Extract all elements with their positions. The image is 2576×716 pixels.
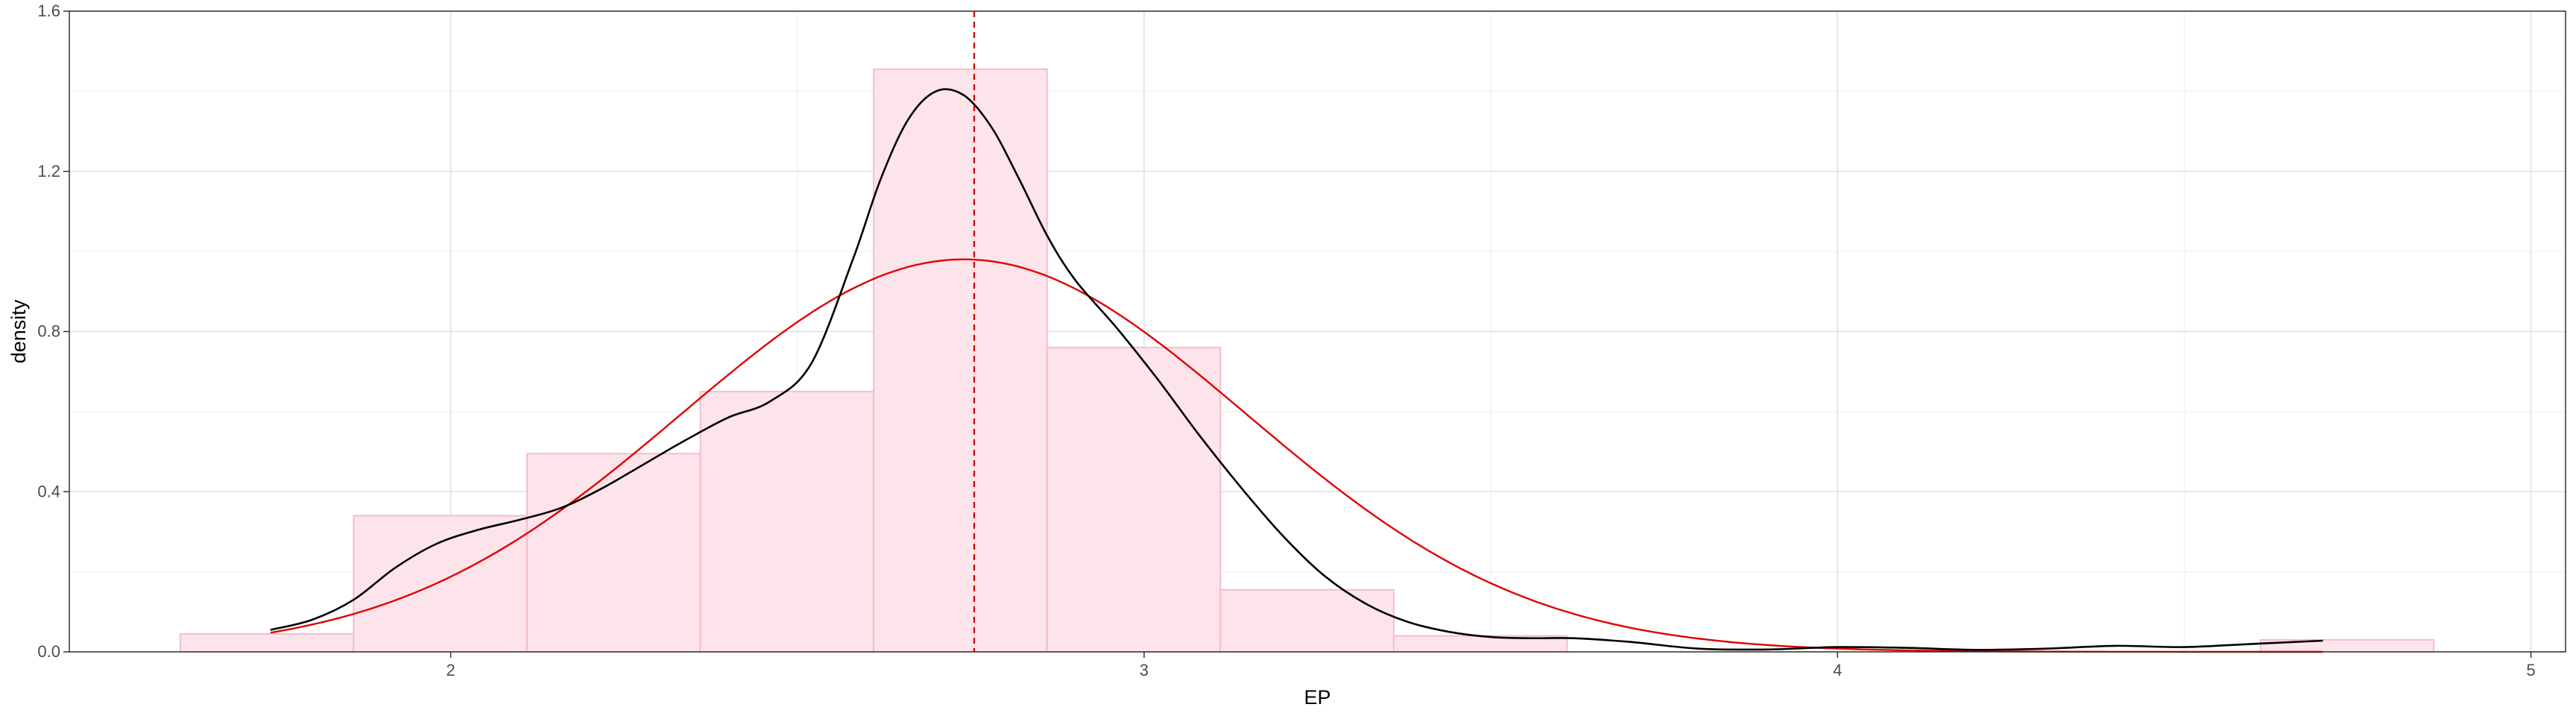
x-tick-label: 4 xyxy=(1833,661,1842,679)
axis-layer: 2 3 4 5 0.0 0.4 0.8 1.2 1.6 xyxy=(37,1,2535,679)
histogram-bar xyxy=(1046,347,1222,653)
y-tick-label: 0.0 xyxy=(37,642,60,661)
histogram-bar xyxy=(353,515,528,653)
y-axis-title: density xyxy=(7,299,30,363)
histogram-bar xyxy=(1219,588,1395,653)
histogram-bars xyxy=(179,68,2435,653)
y-tick-label: 1.2 xyxy=(37,162,60,180)
histogram-bar xyxy=(179,632,355,653)
normal-curve xyxy=(270,258,2323,653)
x-axis-title: EP xyxy=(1304,686,1330,709)
x-tick-label: 5 xyxy=(2526,661,2535,679)
kde-curve xyxy=(270,88,2323,651)
y-tick-label: 0.8 xyxy=(37,322,60,341)
histogram-bar xyxy=(873,68,1048,653)
y-tick-label: 0.4 xyxy=(37,482,60,500)
x-tick-label: 2 xyxy=(446,661,455,679)
y-tick-label: 1.6 xyxy=(37,1,60,20)
histogram-bar xyxy=(526,453,701,653)
histogram-bar xyxy=(699,391,875,653)
curves-layer xyxy=(270,11,2323,653)
x-tick-label: 3 xyxy=(1140,661,1149,679)
